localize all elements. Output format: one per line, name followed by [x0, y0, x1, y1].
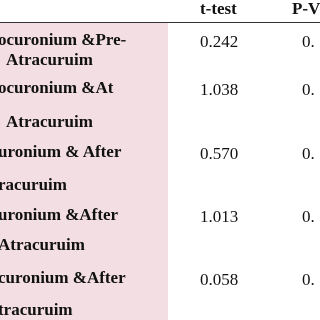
label-column-background — [0, 23, 168, 320]
t-test-value: 0.058 — [200, 270, 239, 289]
t-test-value: 1.013 — [200, 207, 239, 226]
row-label: curonium &After — [0, 268, 126, 287]
row-label: uronium &After — [0, 205, 119, 224]
header-rule — [0, 22, 320, 23]
row-label: Atracuruim — [6, 50, 93, 69]
row-label: ocuronium &Pre- — [0, 30, 127, 49]
row-label: racuruim — [0, 175, 67, 194]
p-value: 0. — [302, 207, 315, 226]
t-test-value: 0.570 — [200, 144, 239, 163]
header-cell: P-V — [292, 0, 320, 18]
header-cell: t-test — [200, 0, 237, 18]
t-test-value: 0.242 — [200, 32, 239, 51]
p-value: 0. — [302, 32, 315, 51]
p-value: 0. — [302, 80, 315, 99]
row-label: ocuronium &At — [0, 78, 114, 97]
t-test-value: 1.038 — [200, 80, 239, 99]
row-label: tracuruim — [0, 300, 73, 319]
row-label: Atracuruim — [6, 112, 93, 131]
p-value: 0. — [302, 270, 315, 289]
p-value: 0. — [302, 144, 315, 163]
row-label: Atracuruim — [0, 235, 85, 254]
row-label: uronium & After — [0, 142, 122, 161]
